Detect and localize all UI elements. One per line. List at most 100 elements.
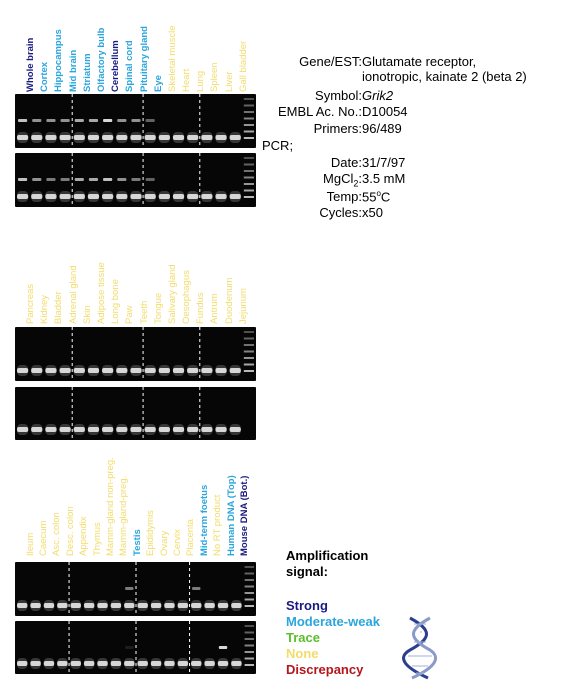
marker-band [243,350,254,353]
lane-label-text: Long bone [110,279,122,324]
primer-band [31,135,43,140]
lane-label-1-13: Antrum [209,246,220,324]
info-value: x50 [362,205,383,220]
primer-glow [150,600,162,611]
primer-band [31,368,43,373]
primer-glow [102,191,114,202]
lane-label-0-11: Heart [181,14,192,92]
primer-glow [45,132,57,143]
panel-3-lane-labels: Ileum Caecum Asc. colon Desc. colon Appendix… [15,457,260,556]
dna-helix-icon [402,616,437,680]
lane-label-0-7: Spinal cord [124,14,135,92]
product-band [103,119,113,122]
primer-band [116,135,128,140]
primer-band [83,661,95,666]
product-band [131,178,141,181]
lane-label-2-1: Caecum [38,478,49,556]
primer-glow [130,424,142,435]
lane-label-2-3: Desc. colon [65,478,76,556]
primer-band [87,194,100,199]
lane-label-text: Fundus [195,292,207,324]
primer-glow [191,600,202,611]
primer-band [187,194,199,199]
primer-band [83,603,95,608]
primer-band [70,661,81,666]
lane-label-1-11: Oesophagus [181,246,192,324]
legend-item-trace: Trace [286,630,320,645]
primer-glow [97,600,108,611]
primer-glow [73,191,85,202]
primer-band [187,135,199,140]
primer-band [73,427,85,432]
primer-band [229,368,241,373]
marker-band [243,357,254,359]
lane-label-2-16: Mouse DNA (Bot.) [239,476,250,556]
product-band [117,178,127,181]
primer-band [150,661,162,666]
legend-item-none: None [286,646,319,661]
lane-label-0-13: Spleen [209,14,220,92]
primer-band [158,135,170,140]
panel-1-gel-bottom [15,153,256,207]
primer-band [130,194,142,199]
lane-label-0-9: Eye [153,14,164,92]
legend-item-discrepancy: Discrepancy [286,662,364,677]
gel-image [17,387,241,440]
primer-band [231,603,242,608]
primer-band [43,661,55,666]
primer-glow [43,600,55,611]
primer-glow [172,191,185,202]
lane-label-0-8: Pituitary gland [138,14,150,92]
marker-band [243,124,254,126]
lane-label-2-0: Ileum [25,478,36,556]
primer-band [215,427,227,432]
legend-title-line2: signal: [286,564,328,579]
primer-band [124,661,135,666]
marker-band [244,638,254,640]
primer-glow [73,424,85,435]
primer-band [97,661,108,666]
gel-image [17,621,254,674]
primer-band [144,368,156,373]
product-band [46,178,56,181]
primer-glow [158,132,170,143]
primer-band [164,661,175,666]
primer-glow [201,424,213,435]
primer-band [17,194,29,199]
marker-band [244,625,254,627]
primer-band [59,427,71,432]
product-band [46,119,56,122]
primer-glow [17,658,28,669]
lane-label-1-4: Skin [82,246,93,324]
primer-band [31,194,43,199]
lane-label-1-5: Adipose tissue [96,246,107,324]
primer-band [87,135,100,140]
lane-label-text: Cerebellum [110,40,122,92]
primer-band [187,427,199,432]
primer-band [73,135,85,140]
marker-band [243,370,254,372]
marker-band [243,98,254,100]
primer-glow [144,132,156,143]
lane-label-2-2: Asc. colon [51,478,63,556]
primer-band [130,135,142,140]
primer-glow [59,365,71,376]
primer-glow [87,365,100,376]
primer-band [30,603,41,608]
lane-label-2-11: Cervix [172,478,183,556]
panel-1-gel-top [15,94,256,148]
lane-label-text: Ovary [158,530,170,556]
gel-image [17,94,254,148]
marker-band [243,183,254,185]
panel-1-lane-labels: Whole brain Cortex Hippocampus Mid brain Str… [15,14,260,92]
amplification-legend: Amplification signal: Strong Moderate-we… [286,548,380,678]
lane-label-text: Pituitary gland [138,26,150,92]
primer-band [57,603,68,608]
lane-label-text: No RT product [212,494,224,556]
lane-label-text: Striatum [81,53,93,92]
panel-2-gel-bottom [15,387,256,440]
primer-glow [215,424,227,435]
primer-glow [124,658,135,669]
gel-image [17,327,254,381]
lane-label-text: Asc. colon [51,512,63,556]
